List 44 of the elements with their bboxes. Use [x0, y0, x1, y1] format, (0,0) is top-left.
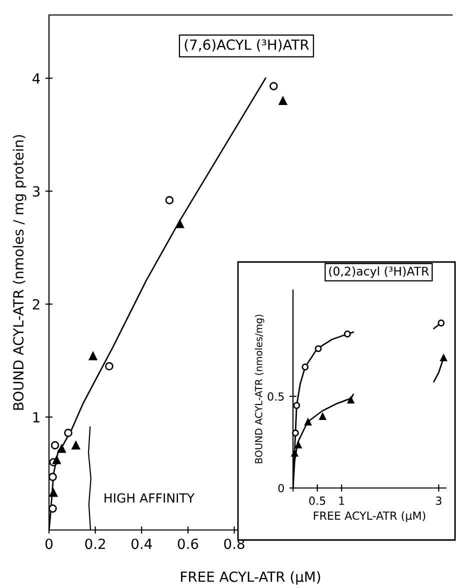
point — [52, 456, 61, 464]
point — [304, 418, 312, 426]
point — [347, 396, 354, 404]
point — [58, 444, 66, 453]
point — [344, 330, 351, 338]
x-tick-label: 1 — [339, 496, 344, 505]
y-tick-label: 1 — [33, 412, 40, 422]
point — [105, 362, 114, 370]
chart-title: (0,2)acyl (³H)ATR — [329, 266, 429, 278]
point — [269, 82, 278, 90]
y-axis-title: BOUND ACYL-ATR (nmoles/mg) — [254, 314, 264, 464]
text: (7,6)ACYL (³H)ATR — [184, 39, 309, 52]
annotation: HIGH AFFINITY — [104, 493, 194, 503]
point — [440, 354, 448, 362]
point — [176, 220, 184, 228]
point — [438, 320, 445, 326]
y-axis-title: BOUND ACYL-ATR (nmoles / mg protein) — [12, 135, 26, 410]
y-tick-label: 2 — [32, 299, 40, 310]
y-tick-label: 4 — [32, 73, 40, 84]
x-tick-label: 0 — [45, 538, 52, 550]
point — [50, 441, 60, 450]
point — [165, 196, 174, 204]
point — [292, 430, 299, 436]
y-tick-label: 3 — [32, 186, 40, 197]
point — [314, 345, 322, 352]
point — [293, 402, 300, 409]
point — [88, 352, 98, 360]
x-tick-label: 0.6 — [178, 538, 198, 550]
point — [302, 364, 309, 370]
point — [319, 413, 326, 420]
x-axis-title: FREE ACYL-ATR (μM) — [314, 511, 426, 522]
x-tick-label: 0.5 — [309, 496, 326, 505]
point — [291, 450, 298, 457]
x-tick-label: 0.2 — [85, 538, 105, 550]
x-tick-label: 0.4 — [132, 538, 152, 550]
point — [278, 96, 288, 105]
x-axis-title: FREE ACYL-ATR (μM) — [181, 571, 320, 585]
point — [294, 441, 302, 448]
x-tick-label: 3 — [436, 496, 442, 505]
point — [49, 488, 58, 497]
point — [64, 428, 72, 438]
point — [72, 441, 80, 450]
point — [48, 472, 57, 482]
point — [48, 504, 57, 513]
